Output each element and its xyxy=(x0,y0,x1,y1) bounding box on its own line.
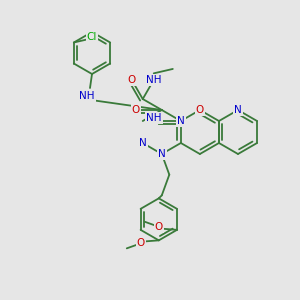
Text: Cl: Cl xyxy=(87,32,97,43)
Text: N: N xyxy=(158,149,166,159)
Text: N: N xyxy=(234,105,242,115)
Text: N: N xyxy=(139,138,147,148)
Text: O: O xyxy=(132,105,140,115)
Text: O: O xyxy=(155,222,163,232)
Text: O: O xyxy=(137,238,145,248)
Text: NH: NH xyxy=(79,91,95,101)
Text: NH: NH xyxy=(146,75,161,85)
Text: NH: NH xyxy=(146,113,162,123)
Text: O: O xyxy=(128,75,136,85)
Text: O: O xyxy=(196,105,204,115)
Text: N: N xyxy=(177,116,185,126)
